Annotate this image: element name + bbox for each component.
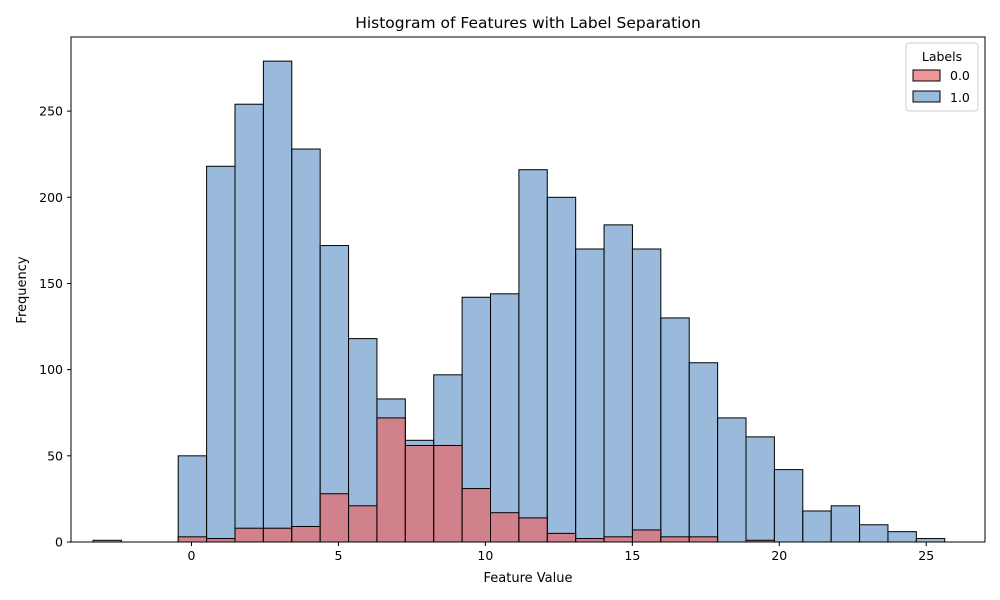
bars-layer [92,60,946,543]
plot-frame [70,36,986,543]
x-tick-label-2: 10 [477,548,493,563]
bar-series-1-bin-23 [745,436,775,543]
x-tick-label-5: 25 [918,548,934,563]
bar-series-1-bin-6 [262,60,293,543]
bar-series-0-bin-7 [291,525,321,543]
bar-series-0-bin-20 [660,536,690,543]
y-tick-label-5: 250 [39,104,63,119]
bar-series-0-bin-19 [631,529,662,543]
y-tick-label-4: 200 [39,190,63,205]
bar-series-0-bin-4 [206,538,236,543]
bar-series-0-bin-8 [319,493,350,543]
bar-series-1-bin-3 [177,455,208,543]
legend-label-0: 0.0 [950,68,970,83]
x-tick-label-1: 5 [334,548,342,563]
bar-series-1-bin-18 [603,224,633,543]
bar-series-0-bin-13 [461,488,491,543]
bar-series-0-bin-3 [177,536,208,543]
bar-series-0-bin-15 [518,517,548,543]
bar-series-0-bin-11 [404,444,435,543]
bar-series-1-bin-25 [802,510,832,543]
x-tick-label-4: 20 [771,548,787,563]
x-axis: 0 5 10 15 20 25 [188,542,934,563]
bar-series-1-bin-29 [915,538,946,543]
bar-series-0-bin-16 [546,532,577,543]
bar-series-1-bin-4 [206,165,236,543]
legend-label-1: 1.0 [950,90,970,105]
bar-series-0-bin-12 [433,444,463,543]
legend-title: Labels [922,49,962,64]
legend-swatch-0 [912,69,941,82]
x-tick-label-3: 15 [624,548,640,563]
bar-series-1-bin-15 [518,169,548,543]
y-tick-label-3: 150 [39,276,63,291]
bar-series-1-bin-27 [859,524,889,543]
bar-series-1-bin-24 [773,469,804,543]
bar-series-0-bin-6 [262,527,293,543]
x-tick-label-0: 0 [188,548,196,563]
legend: Labels 0.0 1.0 [905,42,979,112]
bar-series-1-bin-16 [546,196,577,543]
bar-series-0-bin-9 [348,505,378,543]
y-axis-label: Frequency [15,256,30,323]
bar-series-0-bin-17 [575,538,605,543]
y-tick-label-1: 50 [47,448,63,463]
bar-series-0-bin-14 [489,512,520,543]
chart-title: Histogram of Features with Label Separat… [355,14,701,32]
bar-series-1-bin-7 [291,148,321,543]
y-tick-label-0: 0 [55,535,63,550]
bar-series-1-bin-21 [688,362,719,543]
x-axis-label: Feature Value [484,571,573,586]
bar-series-1-bin-20 [660,317,690,543]
bar-series-1-bin-19 [631,248,662,543]
bar-series-1-bin-22 [717,417,747,543]
bar-series-0-bin-21 [688,536,719,543]
bar-series-1-bin-5 [234,103,264,543]
bar-series-1-bin-26 [830,505,861,543]
legend-swatch-1 [912,90,941,103]
bar-series-1-bin-14 [489,293,520,543]
y-axis: 0 50 100 150 200 250 [39,104,71,550]
bar-series-0-bin-10 [376,417,406,543]
plot-area [70,36,986,543]
bar-series-0-bin-18 [603,536,633,543]
bar-series-1-bin-17 [575,248,605,543]
y-tick-label-2: 100 [39,362,63,377]
bar-series-1-bin-28 [887,531,917,543]
bar-series-0-bin-5 [234,527,264,543]
